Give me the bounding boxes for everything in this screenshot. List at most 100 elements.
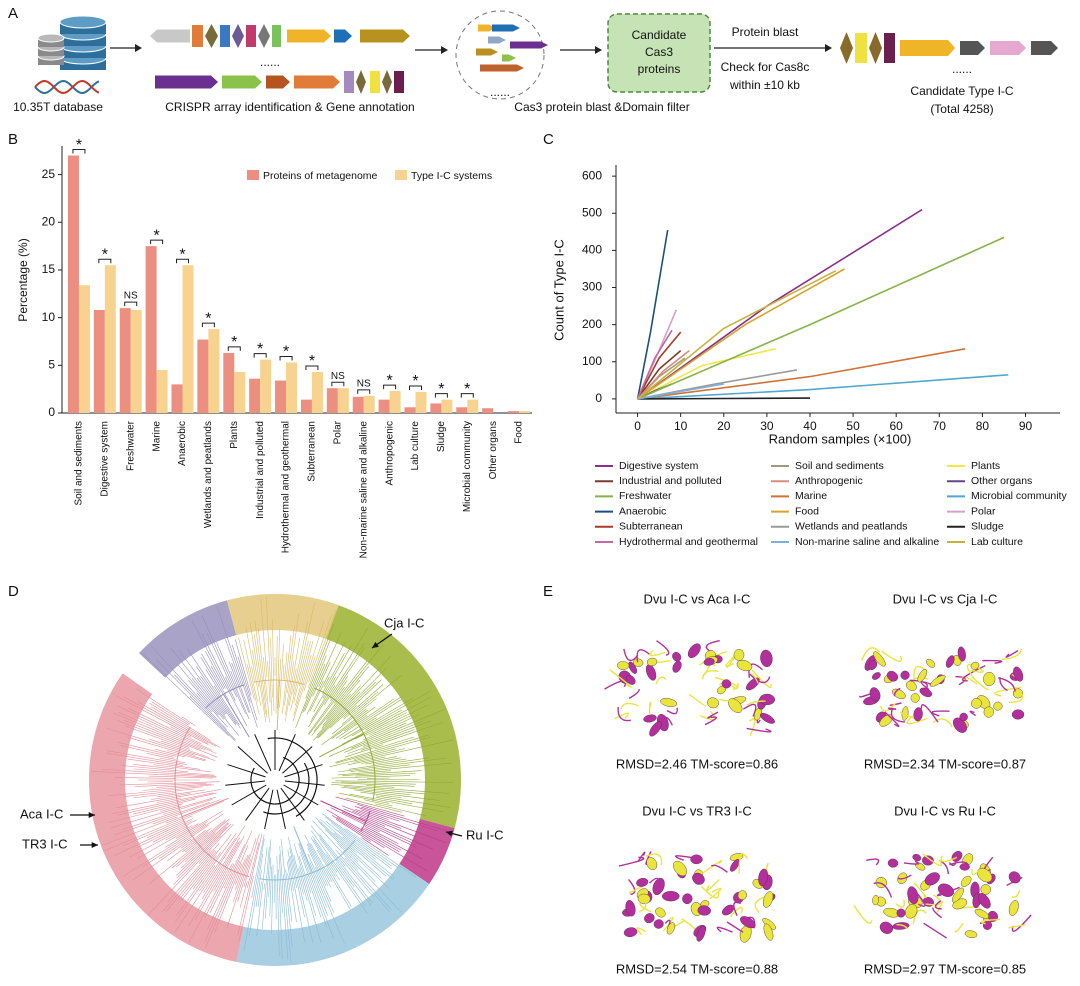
significance: * xyxy=(464,381,470,398)
loop xyxy=(903,860,920,865)
branch xyxy=(375,797,413,804)
loop xyxy=(893,687,901,697)
branch xyxy=(146,753,176,760)
loop xyxy=(925,894,942,906)
loop xyxy=(954,922,964,933)
loop xyxy=(955,675,966,686)
branch xyxy=(166,828,211,862)
series-line xyxy=(636,229,669,400)
loop xyxy=(738,853,748,874)
branch xyxy=(191,678,240,736)
structure-score: RMSD=2.46 TM-score=0.86 xyxy=(616,756,778,771)
loop xyxy=(881,650,902,662)
tree-core xyxy=(264,789,274,830)
branch xyxy=(289,847,305,918)
loop xyxy=(656,640,670,656)
x-tick-label: 30 xyxy=(760,419,774,433)
branch xyxy=(173,835,222,885)
x-tick-label: Other organs xyxy=(488,421,499,479)
loop xyxy=(700,885,720,899)
helix xyxy=(616,661,630,670)
loop xyxy=(688,693,707,707)
helix xyxy=(960,875,972,887)
loop xyxy=(701,670,719,680)
branch xyxy=(348,757,429,770)
bar xyxy=(508,411,520,413)
helix xyxy=(733,648,745,661)
bar xyxy=(456,407,468,413)
branch xyxy=(336,842,376,882)
y-tick-label: 500 xyxy=(582,205,602,219)
branch xyxy=(223,844,245,889)
branch xyxy=(343,697,413,740)
helix xyxy=(763,923,774,941)
branch xyxy=(369,715,413,736)
loop xyxy=(699,860,723,876)
bar xyxy=(300,399,312,413)
branch xyxy=(158,824,209,860)
repeat xyxy=(220,25,230,47)
branch xyxy=(314,866,332,902)
x-tick-label: Industrial and polluted xyxy=(255,421,266,519)
branch xyxy=(128,707,202,745)
branch xyxy=(181,855,217,901)
branch xyxy=(176,826,227,876)
tree-core xyxy=(263,762,310,815)
branch xyxy=(204,860,241,943)
branch xyxy=(333,660,368,704)
helix xyxy=(929,675,946,687)
gene xyxy=(360,29,410,43)
loop xyxy=(861,647,880,661)
branch xyxy=(175,865,216,922)
significance-bracket xyxy=(305,365,319,370)
x-tick-label: 0 xyxy=(634,419,641,433)
loop xyxy=(726,921,744,933)
bar xyxy=(519,411,531,413)
branch xyxy=(263,883,265,890)
significance-bracket xyxy=(357,389,371,394)
branch xyxy=(132,838,192,881)
branch xyxy=(205,684,245,709)
x-tick-label: Freshwater xyxy=(125,420,136,471)
branch xyxy=(243,639,258,702)
branch xyxy=(188,680,219,716)
branch xyxy=(177,664,225,720)
branch xyxy=(243,838,265,952)
branch xyxy=(282,874,292,963)
branch xyxy=(192,851,222,890)
branch xyxy=(171,818,230,869)
significance: * xyxy=(205,310,211,327)
branch xyxy=(235,857,246,886)
gene xyxy=(294,75,340,89)
branch xyxy=(203,865,222,894)
step-label: 10.35T database xyxy=(13,100,103,114)
helix xyxy=(625,900,636,917)
database xyxy=(59,15,107,29)
arrow-head xyxy=(595,46,602,54)
branch xyxy=(126,736,206,761)
helix xyxy=(740,916,756,929)
arrow-head xyxy=(825,44,832,52)
branch xyxy=(263,657,270,723)
tree-core xyxy=(267,737,318,817)
branch xyxy=(339,856,374,898)
branch xyxy=(238,876,254,943)
branch xyxy=(330,807,380,833)
loop xyxy=(935,900,943,913)
branch xyxy=(364,827,423,860)
branch xyxy=(313,643,384,732)
branch xyxy=(333,832,358,854)
y-tick-label: 0 xyxy=(48,405,55,419)
branch xyxy=(120,745,175,758)
branch xyxy=(351,690,431,737)
helix xyxy=(869,687,881,702)
branch xyxy=(336,736,431,764)
branch xyxy=(349,793,444,813)
helix xyxy=(964,930,978,938)
helix xyxy=(912,853,922,862)
branch xyxy=(134,782,207,787)
branch xyxy=(143,784,215,791)
x-axis-label: Random samples (×100) xyxy=(769,431,912,446)
loop xyxy=(994,686,1022,697)
branch xyxy=(164,821,208,848)
